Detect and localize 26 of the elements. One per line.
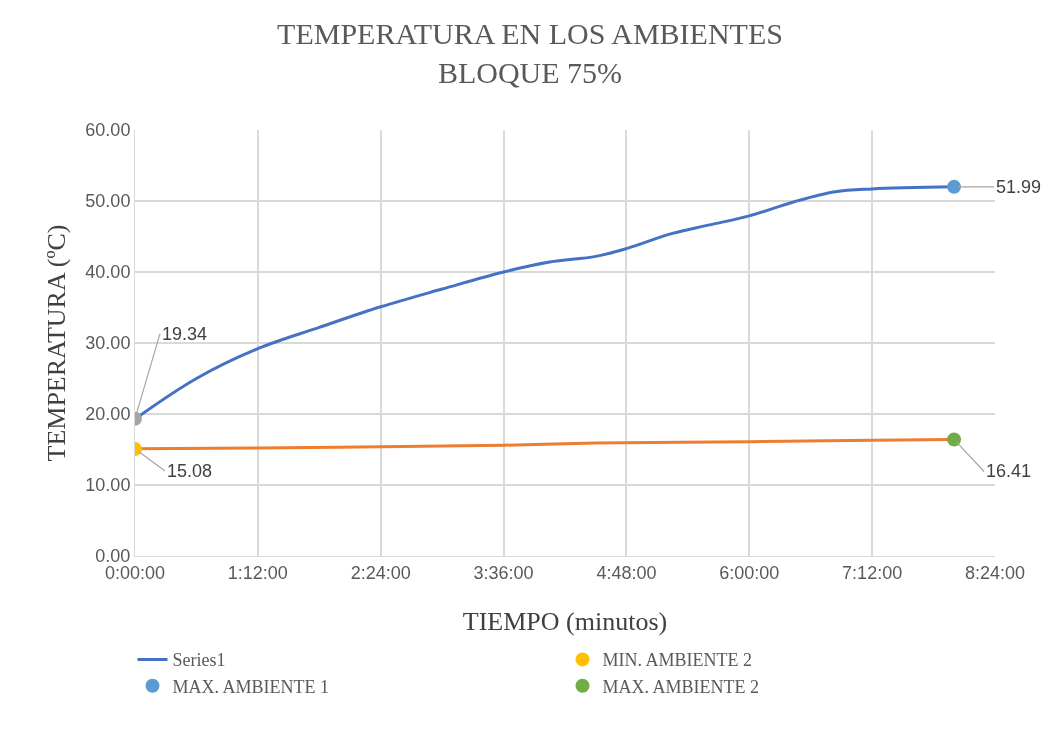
x-tick-label: 7:12:00 — [842, 562, 903, 583]
x-tick-label: 6:00:00 — [719, 562, 780, 583]
y-tick-label: 60.00 — [85, 120, 131, 141]
y-tick-label: 10.00 — [85, 475, 131, 496]
x-tick-label: 4:48:00 — [596, 562, 657, 583]
legend-label: Series1 — [172, 650, 226, 671]
data-label: 51.99 — [996, 177, 1042, 197]
x-tick-label: 2:24:00 — [350, 562, 411, 583]
data-label: 19.34 — [162, 324, 208, 344]
y-tick-label: 40.00 — [85, 262, 131, 283]
data-label: 15.08 — [167, 461, 213, 481]
legend-label: MIN. AMBIENTE 2 — [602, 650, 752, 671]
x-axis-title: TIEMPO (minutos) — [462, 607, 668, 637]
point — [947, 179, 962, 194]
y-axis-title: TEMPERATURA (ºC) — [41, 224, 71, 462]
y-tick-label: 20.00 — [85, 404, 131, 425]
legend-label: MAX. AMBIENTE 1 — [172, 676, 329, 697]
legend-label: MAX. AMBIENTE 2 — [602, 676, 759, 697]
x-tick-label: 3:36:00 — [473, 562, 534, 583]
x-tick-label: 8:24:00 — [964, 562, 1026, 583]
y-tick-label: 30.00 — [85, 333, 131, 354]
x-tick-label: 1:12:00 — [227, 562, 288, 583]
y-tick-label: 50.00 — [85, 191, 131, 212]
chart-title: TEMPERATURA EN LOS AMBIENTES BLOQUE 75% — [277, 16, 783, 89]
data-label: 16.41 — [986, 461, 1032, 481]
point — [947, 432, 962, 447]
